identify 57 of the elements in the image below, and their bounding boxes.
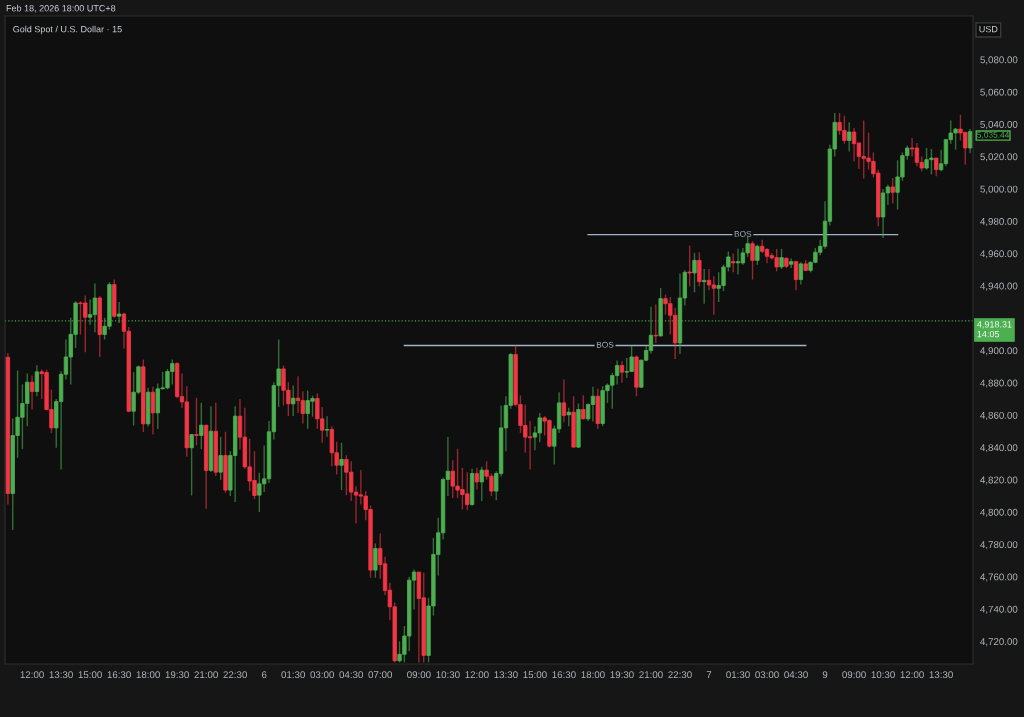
x-tick-label: 10:30	[871, 671, 895, 679]
x-tick-label: 15:00	[523, 671, 547, 679]
x-tick-label: 07:00	[368, 671, 392, 679]
x-tick-label: 18:00	[581, 671, 605, 679]
x-tick-label: 22:30	[668, 671, 692, 679]
y-tick-label: 4,760.00	[980, 573, 1018, 582]
x-tick-label: 7	[706, 671, 712, 678]
x-tick-label: 19:30	[610, 671, 634, 679]
x-tick-label: 19:30	[165, 671, 189, 679]
x-tick-label: 04:30	[339, 671, 363, 679]
x-tick-label: 13:30	[494, 671, 518, 679]
y-tick-label: 4,800.00	[980, 508, 1018, 517]
series-label: BOS	[734, 230, 752, 237]
y-tick-label: 4,980.00	[980, 217, 1018, 226]
text: Gold Spot / U.S. Dollar · 15	[13, 25, 122, 35]
x-tick-label: 01:30	[281, 671, 305, 679]
y-tick-label: 5,040.00	[980, 121, 1018, 130]
x-tick-label: 12:00	[900, 671, 924, 679]
series-label: BOS	[596, 341, 614, 348]
y-tick-label: 5,000.00	[980, 185, 1018, 194]
x-tick-label: 12:00	[20, 671, 44, 679]
x-tick-label: 16:30	[107, 671, 131, 679]
x-tick-label: 22:30	[223, 671, 247, 679]
x-tick-label: 13:30	[929, 671, 953, 679]
x-tick-label: 04:30	[784, 671, 808, 679]
x-tick-label: 15:00	[78, 671, 102, 679]
x-tick-label: 21:00	[639, 671, 663, 679]
chart-subtitle: Feb 18, 2026 18:00 UTC+8	[6, 4, 116, 13]
y-tick-label: 5,060.00	[980, 88, 1018, 97]
x-tick-label: 6	[261, 671, 267, 679]
x-tick-label: 09:00	[407, 671, 431, 679]
x-tick-label: 10:30	[436, 671, 460, 679]
x-tick-label: 16:30	[552, 671, 576, 679]
x-tick-label: 03:00	[755, 671, 779, 679]
x-tick-label: 18:00	[136, 671, 160, 679]
y-tick-label: 5,020.00	[980, 153, 1018, 162]
y-tick-label: 4,860.00	[980, 411, 1018, 420]
y-tick-label: 4,740.00	[980, 605, 1018, 614]
x-tick-label: 03:00	[310, 671, 334, 679]
y-tick-label: 4,880.00	[980, 379, 1018, 388]
x-tick-label: 01:30	[726, 671, 750, 679]
x-tick-label: 12:00	[465, 671, 489, 679]
x-tick-label: 09:00	[842, 671, 866, 679]
y-tick-label: 4,720.00	[980, 638, 1018, 647]
y-tick-label: 5,080.00	[980, 56, 1018, 65]
y-tick-label: 4,900.00	[980, 347, 1018, 356]
text: 5,035.44	[977, 131, 1010, 139]
y-tick-label: 4,960.00	[980, 250, 1018, 259]
x-tick-label: 13:30	[49, 671, 73, 679]
y-tick-label: 4,820.00	[980, 476, 1018, 485]
y-tick-label: 4,780.00	[980, 541, 1018, 550]
ref-line-label: 4,918.31 14:05	[977, 321, 1012, 338]
x-tick-label: 9	[822, 671, 828, 679]
y-tick-label: 4,940.00	[980, 282, 1018, 291]
x-tick-label: 21:00	[194, 671, 218, 679]
y-tick-label: 4,840.00	[980, 444, 1018, 453]
y-axis-title: USD	[979, 25, 998, 33]
